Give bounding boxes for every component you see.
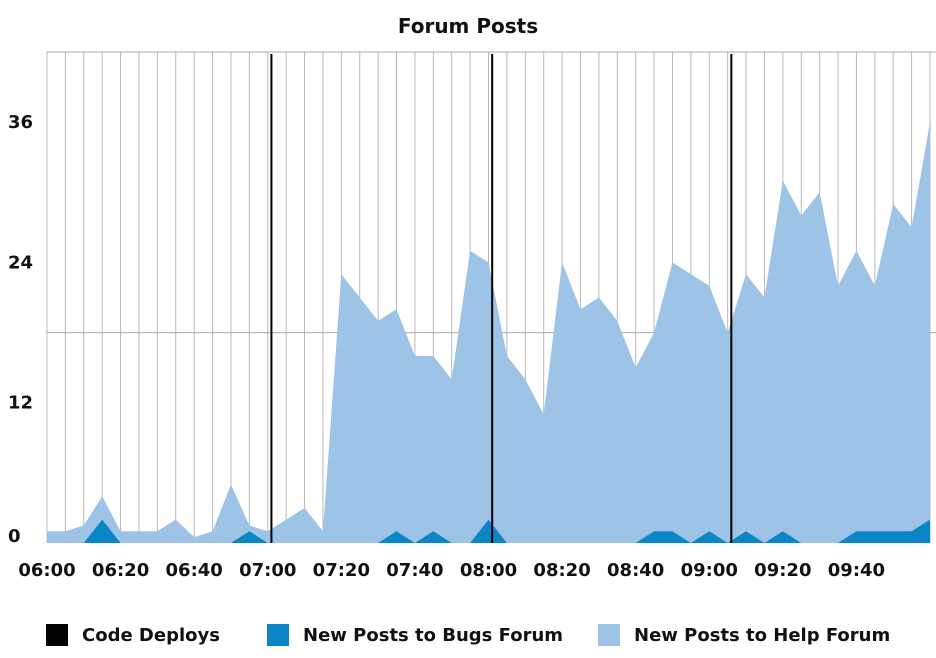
- x-tick-label: 08:00: [460, 560, 517, 581]
- x-tick-label: 06:00: [18, 560, 75, 581]
- x-tick-label: 08:40: [607, 560, 664, 581]
- x-axis-tick-labels: 06:00 06:20 06:40 07:00 07:20 07:40 08:00 08:20…: [18, 560, 885, 581]
- x-tick-label: 06:40: [166, 560, 223, 581]
- chart-legend: Code Deploys New Posts to Bugs Forum New…: [0, 624, 936, 658]
- legend-label-code-deploys: Code Deploys: [82, 624, 220, 646]
- y-tick-label: 36: [8, 112, 33, 133]
- area-new-posts-to-help-forum: [47, 122, 930, 543]
- forum-posts-chart: Forum Posts 0 12 24 36 06:00 06:20 06:40 07:00…: [8, 14, 936, 581]
- y-tick-label: 12: [8, 393, 33, 414]
- legend-label-help-forum: New Posts to Help Forum: [634, 624, 891, 646]
- area-series: [47, 122, 930, 543]
- x-tick-label: 07:20: [313, 560, 370, 581]
- x-tick-label: 09:40: [828, 560, 885, 581]
- legend-swatch-help-forum: [598, 624, 620, 646]
- y-tick-label: 24: [8, 252, 33, 273]
- legend-swatch-bugs-forum: [267, 624, 289, 646]
- legend-swatch-code-deploys: [46, 624, 68, 646]
- legend-item-help-forum: New Posts to Help Forum: [598, 624, 890, 646]
- legend-item-bugs-forum: New Posts to Bugs Forum: [267, 624, 563, 646]
- legend-label-bugs-forum: New Posts to Bugs Forum: [303, 624, 564, 646]
- x-tick-label: 08:20: [533, 560, 590, 581]
- x-tick-label: 07:00: [239, 560, 296, 581]
- legend-item-code-deploys: Code Deploys: [46, 624, 220, 646]
- y-tick-label: 0: [8, 526, 21, 547]
- code-deploy-lines: [270, 54, 733, 543]
- x-tick-label: 06:20: [92, 560, 149, 581]
- chart-title: Forum Posts: [398, 14, 538, 38]
- area-new-posts-to-bugs-forum: [47, 519, 930, 543]
- x-tick-label: 09:00: [681, 560, 738, 581]
- y-axis-tick-labels: 0 12 24 36: [8, 112, 33, 547]
- x-tick-label: 09:20: [754, 560, 811, 581]
- x-tick-label: 07:40: [386, 560, 443, 581]
